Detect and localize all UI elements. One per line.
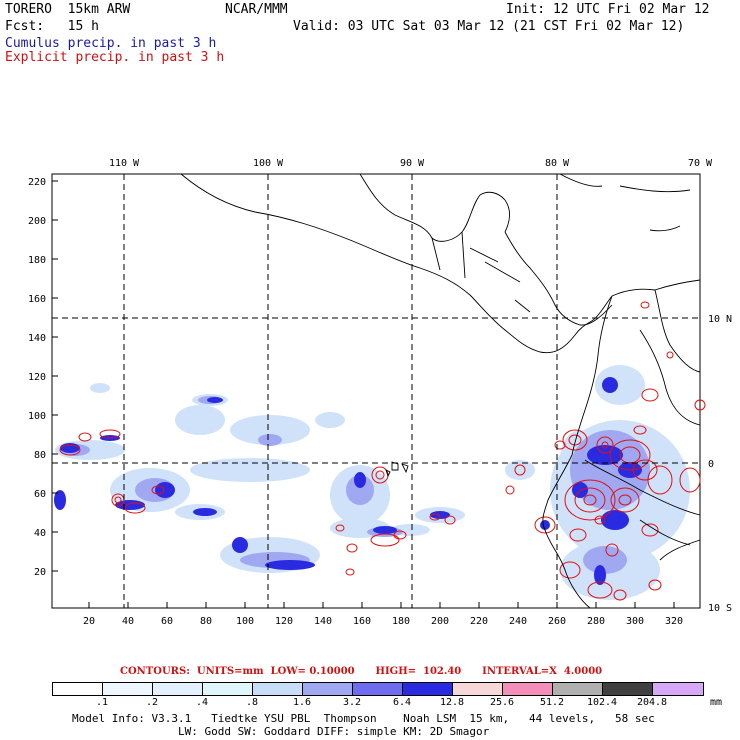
y-tick-labels: 220 200 180 160 140 120 100 80 60 40 20 <box>28 177 46 578</box>
model-title: TORERO 15km ARW <box>5 2 131 17</box>
x-tick-label: 220 <box>470 616 488 627</box>
color-bar-label: 3.2 <box>342 697 362 708</box>
y-tick-label: 200 <box>28 216 46 227</box>
color-bar-label: .2 <box>145 697 159 708</box>
lon-label: 100 W <box>253 158 284 169</box>
lat-label: 0 <box>708 459 714 470</box>
y-tick-label: 60 <box>34 489 46 500</box>
color-bar-segment <box>603 683 653 695</box>
model-info-line2: LW: Godd SW: Goddard DIFF: simple KM: 2D… <box>72 725 490 738</box>
x-tick-label: 300 <box>626 616 644 627</box>
color-bar-label: 25.6 <box>489 697 515 708</box>
lat-label: 10 N <box>708 314 732 325</box>
color-bar-label: .8 <box>245 697 259 708</box>
color-bar-label: 51.2 <box>539 697 565 708</box>
explicit-precip-contours <box>59 301 706 601</box>
x-tick-label: 320 <box>665 616 683 627</box>
forecast-hour: Fcst: 15 h <box>5 19 99 34</box>
axis-ticks <box>52 180 675 608</box>
color-bar-segment <box>353 683 403 695</box>
color-bar-segment <box>653 683 703 695</box>
y-tick-label: 140 <box>28 333 46 344</box>
color-bar-segment <box>253 683 303 695</box>
x-tick-label: 60 <box>161 616 173 627</box>
color-bar-segment <box>553 683 603 695</box>
color-bar-label: 6.4 <box>392 697 412 708</box>
color-bar-segment <box>203 683 253 695</box>
y-tick-label: 100 <box>28 411 46 422</box>
x-tick-label: 180 <box>392 616 410 627</box>
color-bar-unit: mm <box>710 697 723 708</box>
x-tick-label: 280 <box>587 616 605 627</box>
x-tick-label: 80 <box>200 616 212 627</box>
color-bar-segment <box>153 683 203 695</box>
color-bar <box>52 682 704 696</box>
x-tick-label: 100 <box>236 616 254 627</box>
x-tick-label: 20 <box>83 616 95 627</box>
lat-lon-grid <box>52 174 700 608</box>
contour-info: CONTOURS: UNITS=mm LOW= 0.10000 HIGH= 10… <box>120 666 603 677</box>
x-tick-label: 120 <box>275 616 293 627</box>
lon-label: 70 W <box>688 158 713 169</box>
x-tick-label: 140 <box>314 616 332 627</box>
precip-map: 110 W 100 W 90 W 80 W 70 W 10 N 0 10 S 2… <box>28 158 732 627</box>
lat-label: 10 S <box>708 603 732 614</box>
coastlines <box>180 173 701 609</box>
field-label-explicit: Explicit precip. in past 3 h <box>5 50 225 65</box>
lon-label: 80 W <box>545 158 570 169</box>
x-tick-label: 240 <box>509 616 527 627</box>
x-tick-label: 160 <box>353 616 371 627</box>
model-info-line1: Model Info: V3.3.1 Tiedtke YSU PBL Thomp… <box>72 712 655 725</box>
lon-label: 90 W <box>400 158 425 169</box>
color-bar-segment <box>503 683 553 695</box>
color-bar-segment <box>453 683 503 695</box>
x-tick-label: 260 <box>548 616 566 627</box>
color-bar-label: 12.8 <box>439 697 465 708</box>
color-bar-label: .1 <box>95 697 109 708</box>
center-name: NCAR/MMM <box>225 2 288 17</box>
color-bar-segment <box>303 683 353 695</box>
y-tick-label: 220 <box>28 177 46 188</box>
x-tick-label: 200 <box>431 616 449 627</box>
y-tick-label: 20 <box>34 567 46 578</box>
color-bar-label: .4 <box>195 697 209 708</box>
y-tick-label: 180 <box>28 255 46 266</box>
y-tick-label: 160 <box>28 294 46 305</box>
y-tick-label: 120 <box>28 372 46 383</box>
color-bar-label: 102.4 <box>586 697 618 708</box>
y-tick-label: 40 <box>34 528 46 539</box>
x-tick-labels: 20 40 60 80 100 120 140 160 180 200 220 … <box>83 616 683 627</box>
color-bar-segment <box>53 683 103 695</box>
init-time: Init: 12 UTC Fri 02 Mar 12 <box>506 2 710 17</box>
field-label-cumulus: Cumulus precip. in past 3 h <box>5 36 217 51</box>
color-bar-label: 1.6 <box>292 697 312 708</box>
color-bar-label: 204.8 <box>636 697 668 708</box>
y-tick-label: 80 <box>34 450 46 461</box>
x-tick-label: 40 <box>122 616 134 627</box>
lon-label: 110 W <box>109 158 140 169</box>
color-bar-segment <box>403 683 453 695</box>
color-bar-segment <box>103 683 153 695</box>
valid-time: Valid: 03 UTC Sat 03 Mar 12 (21 CST Fri … <box>293 19 685 34</box>
